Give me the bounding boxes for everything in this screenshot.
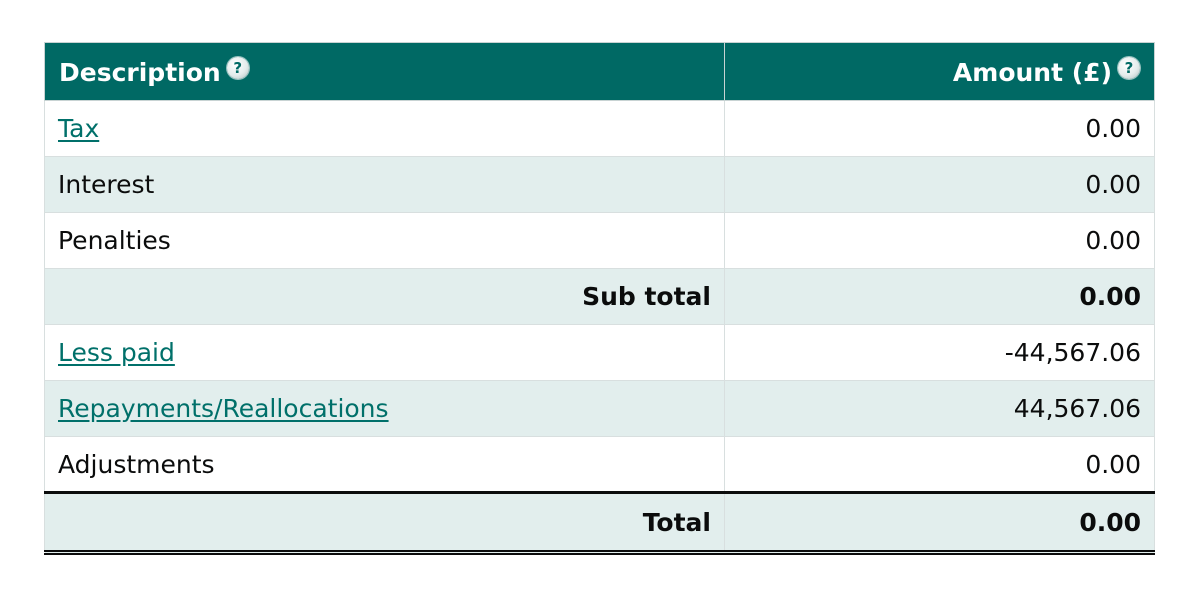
row-description: Penalties bbox=[44, 212, 725, 269]
subtotal-amount: 0.00 bbox=[724, 268, 1155, 325]
table-row-total: Total 0.00 bbox=[44, 492, 1155, 555]
amount-column-header: Amount (£)? bbox=[724, 42, 1155, 101]
total-amount: 0.00 bbox=[724, 492, 1155, 555]
row-description: Less paid bbox=[44, 324, 725, 381]
statement-table: Description? Amount (£)? Tax 0.00 Intere… bbox=[44, 42, 1155, 555]
less-paid-link[interactable]: Less paid bbox=[58, 338, 175, 367]
table-row-interest: Interest 0.00 bbox=[44, 156, 1155, 213]
table-row-repayments: Repayments/Reallocations 44,567.06 bbox=[44, 380, 1155, 437]
table-header-row: Description? Amount (£)? bbox=[44, 42, 1155, 101]
amount-header-label: Amount (£) bbox=[952, 57, 1112, 87]
row-amount: 0.00 bbox=[724, 212, 1155, 269]
description-header-label: Description bbox=[59, 57, 221, 87]
help-icon[interactable]: ? bbox=[226, 56, 249, 79]
repayments-reallocations-link[interactable]: Repayments/Reallocations bbox=[58, 394, 389, 423]
subtotal-label: Sub total bbox=[44, 268, 725, 325]
tax-link[interactable]: Tax bbox=[58, 114, 100, 143]
statement-container: Description? Amount (£)? Tax 0.00 Intere… bbox=[44, 42, 1155, 555]
row-amount: 0.00 bbox=[724, 156, 1155, 213]
table-row-adjustments: Adjustments 0.00 bbox=[44, 436, 1155, 494]
table-row-less-paid: Less paid -44,567.06 bbox=[44, 324, 1155, 381]
table-row-penalties: Penalties 0.00 bbox=[44, 212, 1155, 269]
help-icon[interactable]: ? bbox=[1118, 56, 1140, 79]
row-description: Adjustments bbox=[44, 436, 725, 494]
row-amount: -44,567.06 bbox=[724, 324, 1155, 381]
description-column-header: Description? bbox=[44, 42, 725, 101]
row-description: Repayments/Reallocations bbox=[44, 380, 725, 437]
table-row-tax: Tax 0.00 bbox=[44, 100, 1155, 157]
table-row-subtotal: Sub total 0.00 bbox=[44, 268, 1155, 325]
row-description: Tax bbox=[44, 100, 725, 157]
row-amount: 0.00 bbox=[724, 100, 1155, 157]
row-amount: 0.00 bbox=[724, 436, 1155, 494]
row-description: Interest bbox=[44, 156, 725, 213]
total-label: Total bbox=[44, 492, 725, 555]
row-amount: 44,567.06 bbox=[724, 380, 1155, 437]
